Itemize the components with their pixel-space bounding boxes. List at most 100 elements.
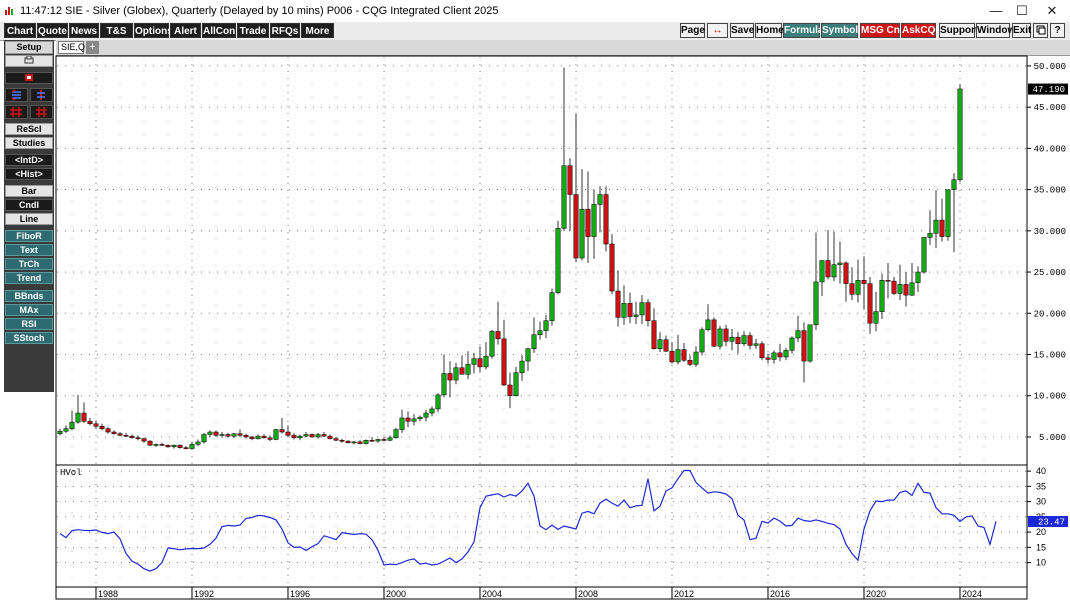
candle — [87, 417, 93, 426]
candle — [177, 444, 183, 449]
studies-button[interactable]: Studies — [5, 137, 53, 149]
candle — [405, 411, 411, 428]
add-tab-button[interactable]: + — [86, 41, 99, 54]
rsi-button[interactable]: RSI — [5, 318, 53, 330]
grid-right-icon[interactable] — [30, 105, 53, 119]
candle — [423, 409, 429, 422]
minimize-button[interactable]: — — [989, 3, 1003, 18]
hvol-tick-label: 30 — [1036, 497, 1046, 507]
window-button[interactable]: Window — [976, 23, 1016, 38]
grid — [57, 57, 1026, 586]
candle — [837, 241, 843, 284]
menu-more[interactable]: More — [301, 23, 334, 38]
hvol-value-marker: 23.47 — [1028, 516, 1068, 528]
trch-button[interactable]: TrCh — [5, 258, 53, 270]
exit-button[interactable]: Exit — [1012, 23, 1032, 38]
menu-options[interactable]: Options — [134, 23, 173, 38]
restore-window-icon[interactable] — [1033, 23, 1048, 38]
menu-chart[interactable]: Chart — [4, 23, 36, 38]
menu-news[interactable]: News — [69, 23, 99, 38]
candle — [267, 435, 273, 442]
maximize-button[interactable]: ☐ — [1016, 3, 1028, 18]
menu-alert[interactable]: Alert — [170, 23, 201, 38]
candle — [105, 427, 111, 434]
bbnds-button[interactable]: BBnds — [5, 290, 53, 302]
candle — [615, 270, 621, 327]
candle-button[interactable]: Cndl — [5, 199, 53, 211]
candle — [219, 432, 225, 438]
cursor-right-icon[interactable] — [30, 88, 53, 102]
fibor-button[interactable]: FiboR — [5, 230, 53, 242]
rescale-button[interactable]: ReScl — [5, 123, 53, 135]
intraday-button[interactable]: <IntD> — [5, 154, 53, 166]
candle — [411, 413, 417, 426]
support-button[interactable]: Support — [939, 23, 979, 38]
bar-button[interactable]: Bar — [5, 185, 53, 197]
close-button[interactable]: ✕ — [1046, 3, 1058, 18]
candle — [417, 415, 423, 422]
price-tick-label: 20.000 — [1034, 309, 1066, 319]
menu-quote[interactable]: Quote — [37, 23, 68, 38]
tab-sie-q[interactable]: SIE,Q — [58, 41, 85, 54]
x-tick-label: 2012 — [674, 589, 694, 599]
candle — [813, 232, 819, 330]
candle — [909, 262, 915, 296]
candle — [231, 432, 237, 438]
candle — [531, 317, 537, 353]
candle — [915, 266, 921, 292]
candle — [759, 341, 765, 361]
page-arrows-icon[interactable]: ↔ — [707, 23, 728, 38]
msg-cntr-button[interactable]: MSG Cntr — [860, 23, 908, 38]
trend-button[interactable]: Trend — [5, 272, 53, 284]
template-icon[interactable] — [5, 72, 53, 84]
text-button[interactable]: Text — [5, 244, 53, 256]
help-button[interactable]: ? — [1050, 23, 1065, 38]
price-tick-label: 40.000 — [1034, 144, 1066, 154]
cursor-left-icon[interactable] — [5, 88, 28, 102]
line-button[interactable]: Line — [5, 213, 53, 225]
price-panel — [55, 55, 1028, 466]
menu-rfqs[interactable]: RFQs — [270, 23, 300, 38]
save-button[interactable]: Save — [730, 23, 755, 38]
sstoch-button[interactable]: SStoch — [5, 332, 53, 344]
candle — [429, 406, 435, 417]
candle — [477, 346, 483, 372]
candle — [753, 338, 759, 349]
page-button[interactable]: Page — [680, 23, 705, 38]
home-button[interactable]: Home — [755, 23, 784, 38]
max-button[interactable]: MAx — [5, 304, 53, 316]
grid-left-icon[interactable] — [5, 105, 28, 119]
candle — [747, 332, 753, 350]
menu-allcon[interactable]: AllCon — [202, 23, 236, 38]
candle — [159, 442, 165, 447]
candle — [891, 276, 897, 296]
candle — [789, 336, 795, 354]
price-tick-label: 50.000 — [1034, 62, 1066, 72]
menu-ts[interactable]: T&S — [100, 23, 133, 38]
x-tick-label: 2000 — [386, 589, 406, 599]
x-tick-label: 2020 — [866, 589, 886, 599]
candle — [129, 434, 135, 439]
candle — [771, 350, 777, 364]
window-title: 11:47:12 SIE - Silver (Globex), Quarterl… — [20, 5, 499, 17]
formula-button[interactable]: Formula — [783, 23, 824, 38]
candle — [333, 436, 339, 442]
candle — [507, 372, 513, 409]
askcqg-button[interactable]: AskCQG — [901, 23, 944, 38]
candle — [123, 432, 129, 437]
candle — [213, 430, 219, 437]
candle — [201, 432, 207, 444]
candle — [585, 171, 591, 263]
x-axis: 1988 1992 1996 2000 2004 2008 2012 2016 2020 2024 — [95, 587, 982, 599]
setup-button[interactable]: Setup — [5, 41, 53, 54]
candle — [669, 342, 675, 364]
x-tick-label: 1992 — [194, 589, 214, 599]
menu-trade[interactable]: Trade — [237, 23, 269, 38]
candle — [141, 437, 147, 443]
symbols-button[interactable]: Symbols — [821, 23, 864, 38]
print-icon[interactable] — [5, 55, 53, 67]
candle — [465, 351, 471, 380]
history-button[interactable]: <Hist> — [5, 168, 53, 180]
candle — [951, 173, 957, 253]
